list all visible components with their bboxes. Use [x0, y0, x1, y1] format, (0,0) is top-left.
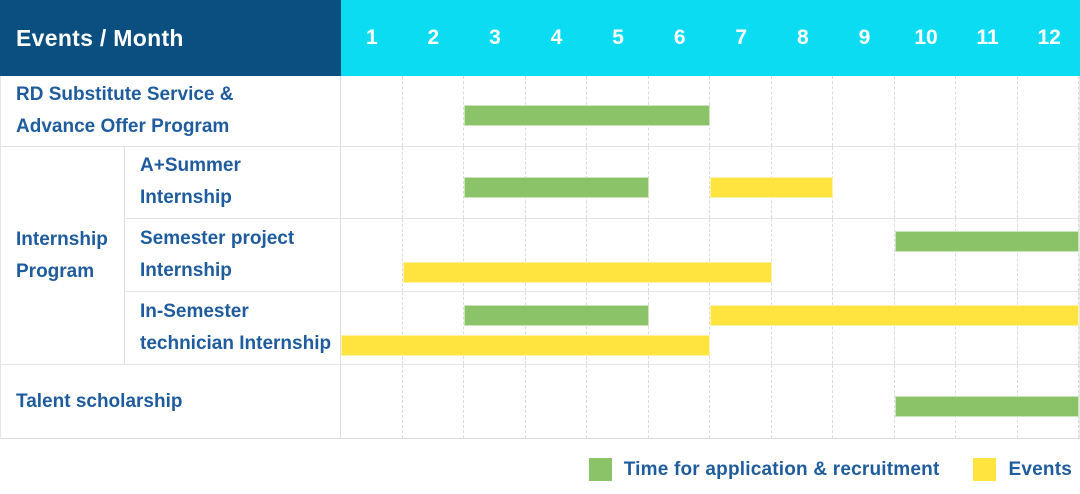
row-rd-substitute: RD Substitute Service & Advance Offer Pr…: [1, 76, 1079, 147]
grid-cell-month-2: [403, 147, 464, 218]
month-header-8: 8: [796, 26, 809, 49]
grid-cell-month-7: [710, 292, 772, 364]
gantt-bar-events-m7-m12: [710, 304, 1079, 326]
grid-cell-month-6: [649, 292, 710, 364]
grid-cell-month-9: [833, 365, 895, 438]
legend-item-application-recruitment: Time for application & recruitment: [588, 458, 940, 481]
grid-cell-month-11: [956, 76, 1018, 146]
grid-cell-month-9: [833, 147, 895, 218]
gantt-bar-application-m3-m6: [464, 105, 710, 127]
table-body: RD Substitute Service & Advance Offer Pr…: [0, 76, 1080, 439]
row-label-a-summer-internship: A+Summer Internship: [125, 147, 341, 218]
gantt-bar-application-m10-m12: [894, 395, 1079, 417]
legend-swatch-yellow: [973, 458, 997, 481]
gantt-bar-events-m1-m6: [341, 334, 710, 356]
grid-cell-month-10: [895, 218, 956, 292]
grid-cell-month-3: [464, 365, 526, 438]
row-label-in-semester-technician-internship: In-Semester technician Internship: [125, 292, 341, 364]
timeline-in-semester-technician-internship: [341, 292, 1079, 364]
grid-cell-month-3: [464, 218, 526, 292]
grid-cell-month-2: [403, 218, 464, 292]
group-label-internship-program: Internship Program: [1, 147, 125, 364]
month-header-6: 6: [673, 26, 686, 49]
timeline-rd-substitute: [341, 76, 1079, 146]
row-label-talent-scholarship: Talent scholarship: [1, 365, 341, 438]
grid-cell-month-11: [956, 292, 1018, 364]
grid-cell-month-9: [833, 292, 895, 364]
gantt-bar-application-m3-m5: [464, 176, 649, 198]
month-header-1: 1: [365, 26, 378, 49]
internship-program-rows: A+Summer Internship Semester project Int…: [125, 147, 1079, 364]
grid-cell-month-5: [587, 218, 649, 292]
grid-cell-month-10: [895, 76, 956, 146]
month-header-11: 11: [976, 26, 999, 49]
timeline-talent-scholarship: [341, 365, 1079, 438]
grid-cell-month-8: [772, 76, 833, 146]
grid-cell-month-1: [341, 218, 403, 292]
row-in-semester-technician-internship: In-Semester technician Internship: [125, 292, 1079, 364]
grid-cell-month-7: [710, 365, 772, 438]
grid-cell-month-2: [403, 76, 464, 146]
grid-cell-month-6: [649, 147, 710, 218]
gantt-bar-events-m7-m8: [710, 176, 833, 198]
grid-cell-month-10: [895, 292, 956, 364]
internship-program-block: Internship Program A+Summer Internship S…: [1, 147, 1079, 365]
grid-cell-month-11: [956, 218, 1018, 292]
grid-cell-month-8: [772, 365, 833, 438]
grid-cell-month-12: [1018, 147, 1079, 218]
grid-cell-month-9: [833, 218, 895, 292]
grid-cell-month-6: [649, 218, 710, 292]
row-label-rd-substitute: RD Substitute Service & Advance Offer Pr…: [1, 76, 341, 146]
row-a-summer-internship: A+Summer Internship: [125, 147, 1079, 219]
legend-label-events: Events: [1008, 458, 1072, 480]
legend: Time for application & recruitment Event…: [0, 439, 1080, 494]
grid-cell-month-12: [1018, 218, 1079, 292]
grid-cell-month-1: [341, 292, 403, 364]
gantt-bar-application-m10-m12: [894, 231, 1079, 253]
grid-cell-month-12: [1018, 292, 1079, 364]
timeline-semester-project-internship: [341, 218, 1079, 292]
grid-cell-month-4: [526, 218, 587, 292]
table-header-row: Events / Month 1 2 3 4 5 6 7 8 9 10 11 12: [0, 0, 1080, 76]
grid-cell-month-5: [587, 365, 649, 438]
gantt-bar-events-m2-m7: [402, 261, 772, 283]
grid-cell-month-1: [341, 76, 403, 146]
grid-cell-month-3: [464, 292, 526, 364]
grid-cell-month-7: [710, 76, 772, 146]
grid-cell-month-6: [649, 365, 710, 438]
legend-label-application-recruitment: Time for application & recruitment: [623, 458, 940, 480]
grid-cell-month-9: [833, 76, 895, 146]
grid-cell-month-8: [772, 292, 833, 364]
grid-cell-month-2: [403, 365, 464, 438]
grid-cell-month-11: [956, 147, 1018, 218]
month-header-12: 12: [1037, 26, 1061, 49]
events-month-header: Events / Month: [0, 0, 341, 76]
month-header-4: 4: [550, 26, 563, 49]
month-header-9: 9: [858, 26, 871, 49]
legend-swatch-green: [588, 458, 612, 481]
month-header-10: 10: [914, 26, 938, 49]
timeline-a-summer-internship: [341, 147, 1079, 218]
grid-cell-month-12: [1018, 76, 1079, 146]
row-label-semester-project-internship: Semester project Internship: [125, 218, 341, 292]
grid-cell-month-2: [403, 292, 464, 364]
grid-cell-month-4: [526, 292, 587, 364]
grid-cell-month-8: [772, 218, 833, 292]
grid-cell-month-10: [895, 147, 956, 218]
row-talent-scholarship: Talent scholarship: [1, 365, 1079, 438]
month-header-2: 2: [427, 26, 440, 49]
month-header-3: 3: [489, 26, 501, 49]
row-semester-project-internship: Semester project Internship: [125, 218, 1079, 293]
legend-item-events: Events: [973, 458, 1072, 481]
grid-cell-month-1: [341, 147, 403, 218]
month-header-5: 5: [612, 26, 624, 49]
month-header-7: 7: [735, 26, 748, 49]
months-header: 1 2 3 4 5 6 7 8 9 10 11 12: [341, 0, 1080, 76]
grid-cell-month-4: [526, 365, 587, 438]
grid-cell-month-7: [710, 218, 772, 292]
grid-cell-month-5: [587, 292, 649, 364]
grid-cell-month-1: [341, 365, 403, 438]
gantt-bar-application-m3-m5: [464, 304, 649, 326]
